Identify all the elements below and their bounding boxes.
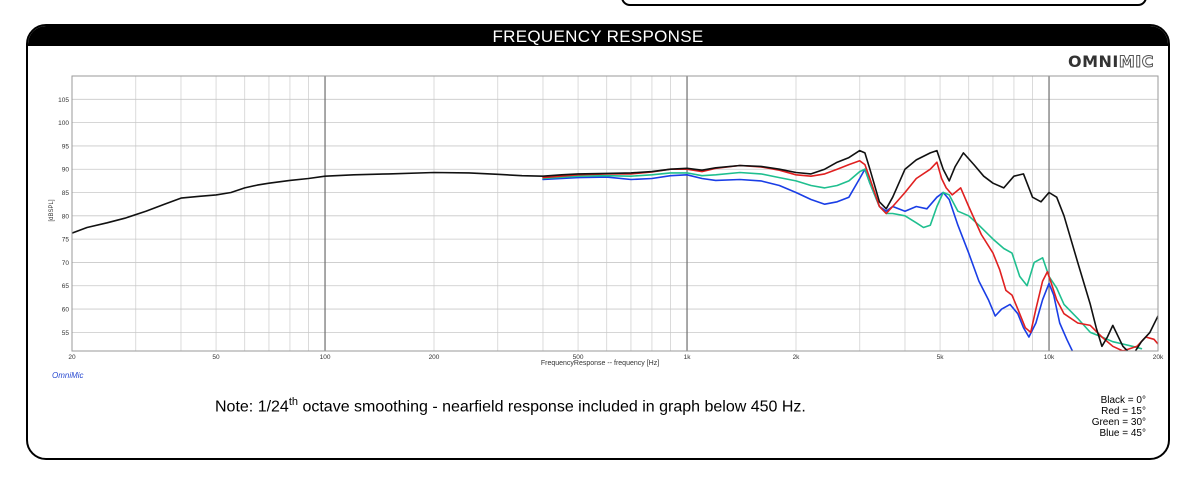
y-tick-label: 80 [62,213,70,220]
note-prefix: Note: 1/24 [215,398,289,416]
y-tick-label: 60 [62,307,70,314]
panel-title: FREQUENCY RESPONSE [28,26,1168,46]
series-blue-45deg [542,168,1074,351]
series-red-15deg [542,160,1158,351]
x-tick-label: 200 [429,354,440,361]
angle-legend: Black = 0° Red = 15° Green = 30° Blue = … [1092,395,1146,439]
logo-mic-text: MIC [1118,52,1154,72]
y-tick-label: 75 [62,237,70,244]
omnimic-logo: OMNIMIC [1068,52,1154,72]
x-tick-label: 100 [320,354,331,361]
y-tick-label: 85 [62,190,70,197]
series-black-0deg [72,149,1158,351]
chart-grid-major [324,76,1050,351]
frequency-response-chart: 55 60 65 70 75 80 85 90 95 100 105 20 50 100 200 500 1k… [49,75,1164,367]
note-superscript: th [288,396,299,408]
series-green-30deg [542,168,1143,350]
y-tick-label: 70 [62,260,70,267]
chart-grid-minor [71,76,1159,351]
x-tick-label: 20k [1153,354,1164,361]
note-suffix: octave smoothing - nearfield response in… [298,398,806,416]
legend-green: Green = 30° [1091,417,1146,428]
x-tick-label: 2k [793,354,801,361]
x-axis-label: FrequencyResponse -- frequency [Hz] [541,360,659,367]
logo-omni-text: OMNI [1068,52,1119,71]
legend-blue: Blue = 45° [1099,428,1146,439]
y-tick-label: 65 [62,283,70,290]
omnimic-brand-small: OmniMic [52,371,84,380]
y-tick-label: 105 [58,97,69,104]
chart-series-lines [72,149,1158,351]
y-tick-label: 90 [62,167,70,174]
top-frame-box [621,0,1147,6]
smoothing-note: Note: 1/24th octave smoothing - nearfiel… [215,396,806,416]
x-tick-label: 1k [684,354,692,361]
x-tick-label: 10k [1044,354,1055,361]
x-tick-label: 20 [68,354,76,361]
frequency-response-panel: FREQUENCY RESPONSE OMNIMIC 55 60 65 70 75 80 8… [26,24,1170,460]
x-tick-label: 500 [573,354,584,361]
legend-black: Black = 0° [1100,395,1146,406]
y-tick-label: 100 [58,120,69,127]
y-tick-label: 95 [62,143,70,150]
chart-y-tick-labels: 55 60 65 70 75 80 85 90 95 100 105 [58,97,69,337]
legend-red: Red = 15° [1101,406,1146,417]
chart-x-tick-labels: 20 50 100 200 500 1k 2k 5k 10k 20k [68,354,1164,361]
x-tick-label: 5k [937,354,945,361]
x-tick-label: 50 [212,354,220,361]
y-axis-label: [dBSPL] [49,199,55,221]
plot-frame [71,75,1159,352]
y-tick-label: 55 [62,330,70,337]
